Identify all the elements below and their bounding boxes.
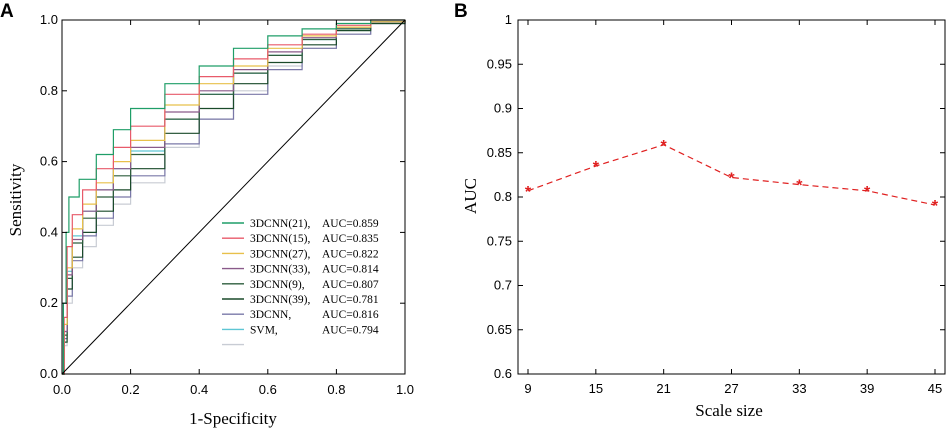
legend-series-name: SVM, — [250, 324, 278, 336]
auc-point-marker: * — [728, 171, 735, 188]
plot-frame-a — [61, 19, 406, 375]
y-tick-label-b: 0.85 — [487, 145, 512, 160]
y-axis-ticks-a: 0.0 0.2 0.4 0.6 0.8 1.0 — [40, 12, 405, 381]
y-tick-label-b: 0.7 — [494, 278, 512, 293]
auc-point-marker: * — [661, 138, 668, 155]
legend-series-name: 3DCNN(15), — [250, 233, 310, 245]
x-tick-label-b: 33 — [792, 381, 806, 396]
x-axis-label-b: Scale size — [695, 401, 763, 420]
x-tick-label-b: 27 — [724, 381, 738, 396]
legend-auc-value: AUC=0.807 — [322, 279, 379, 291]
x-tick-label-a: 0.4 — [190, 382, 208, 397]
y-tick-label-b: 0.8 — [494, 189, 512, 204]
legend-auc-value: AUC=0.835 — [322, 233, 379, 245]
legend-auc-value: AUC=0.816 — [322, 309, 379, 321]
x-axis-label-a: 1-Specificity — [189, 409, 277, 428]
roc-curve-2 — [62, 20, 406, 375]
x-tick-label-a: 0.2 — [122, 382, 140, 397]
roc-curve-6 — [62, 20, 406, 375]
y-tick-label-a: 0.4 — [40, 224, 58, 239]
y-tick-label-a: 0.6 — [40, 154, 58, 169]
roc-curve-4 — [62, 20, 406, 375]
y-axis-label-a: Sensitivity — [6, 163, 25, 236]
y-axis-label-b: AUC — [461, 178, 480, 214]
y-tick-label-b: 0.6 — [494, 366, 512, 381]
auc-point-marker: * — [796, 178, 803, 195]
y-tick-label-a: 1.0 — [40, 12, 58, 27]
x-tick-label-b: 21 — [656, 381, 670, 396]
x-tick-label-b: 39 — [860, 381, 874, 396]
legend-series-name: 3DCNN(21), — [250, 218, 310, 230]
y-tick-label-b: 0.65 — [487, 322, 512, 337]
x-axis-ticks-b: 9 15 21 27 33 39 45 — [524, 20, 942, 396]
auc-point-marker: * — [593, 159, 600, 176]
x-tick-label-b: 15 — [589, 381, 603, 396]
panel-a-label: A — [0, 1, 14, 22]
x-tick-label-a: 0.8 — [327, 382, 345, 397]
roc-curve-1 — [62, 19, 405, 375]
y-tick-label-b: 0.9 — [494, 101, 512, 116]
auc-point-marker: * — [525, 184, 532, 201]
legend-auc-value: AUC=0.794 — [322, 324, 379, 336]
auc-trend-line — [527, 144, 936, 206]
legend-series-name: 3DCNN(39), — [250, 294, 310, 306]
y-tick-label-b: 1 — [505, 12, 512, 27]
plot-frame-b — [517, 19, 946, 375]
x-tick-label-a: 1.0 — [396, 382, 414, 397]
y-tick-label-a: 0.2 — [40, 295, 58, 310]
x-tick-label-b: 45 — [928, 381, 942, 396]
legend-series-name: 3DCNN(33), — [250, 264, 310, 276]
chance-diagonal-line — [61, 19, 406, 375]
auc-markers: * * * * * * * — [525, 138, 939, 215]
x-tick-label-a: 0.0 — [53, 382, 71, 397]
y-tick-label-b: 0.75 — [487, 233, 512, 248]
auc-point-marker: * — [932, 198, 939, 215]
legend-series-name: 3DCNN(27), — [250, 248, 310, 260]
legend-auc-value: AUC=0.822 — [322, 248, 379, 260]
legend-auc-value: AUC=0.814 — [322, 264, 379, 276]
panel-b-auc-chart: B 9 15 21 27 33 39 45 0.6 0.65 0.7 0.75 0.8 0.85 0.9… — [454, 1, 946, 420]
roc-curve-5 — [62, 20, 406, 375]
legend-series-name: 3DCNN(9), — [250, 279, 305, 291]
x-tick-label-a: 0.6 — [259, 382, 277, 397]
legend-a: 3DCNN(21), AUC=0.859 3DCNN(15), AUC=0.835 3D… — [222, 218, 379, 346]
legend-auc-value: AUC=0.781 — [322, 294, 379, 306]
x-axis-ticks-a: 0.0 0.2 0.4 0.6 0.8 1.0 — [53, 20, 414, 397]
legend-series-name: 3DCNN, — [250, 309, 291, 321]
panel-a-roc-chart: A 0.0 0.2 0.4 0.6 0.8 1.0 0.00.20.40.60.81.0 … — [0, 1, 414, 428]
roc-curve-3 — [62, 20, 406, 375]
auc-point-marker: * — [864, 184, 871, 201]
legend-auc-value: AUC=0.859 — [322, 218, 379, 230]
roc-curve-0 — [62, 19, 405, 375]
roc-series-group — [62, 19, 406, 375]
x-tick-label-b: 9 — [524, 381, 531, 396]
y-axis-ticks-b: 0.6 0.65 0.7 0.75 0.8 0.85 0.9 0.95 1 — [487, 12, 945, 381]
y-tick-label-a: 0.0 — [40, 366, 58, 381]
y-tick-label-a: 0.8 — [40, 83, 58, 98]
panel-b-label: B — [454, 1, 468, 22]
y-tick-label-b: 0.95 — [487, 56, 512, 71]
